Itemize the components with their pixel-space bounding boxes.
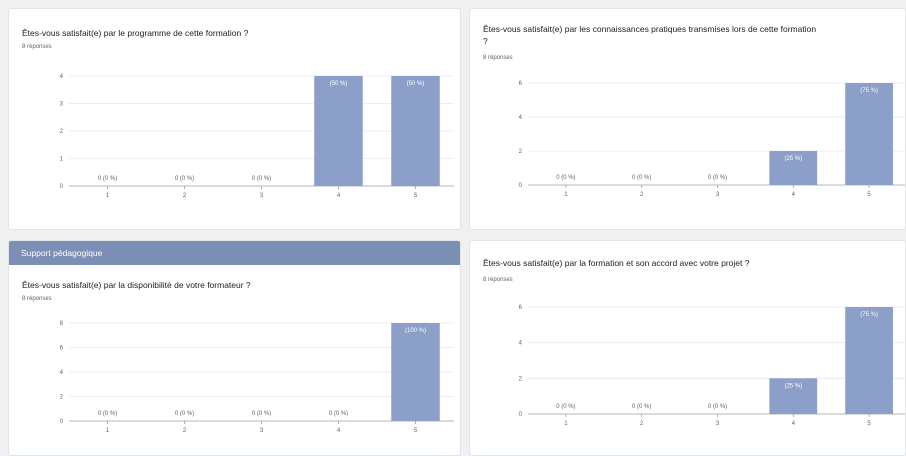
bar xyxy=(769,151,818,185)
bar-chart: 0 1 2 3 4 1 0 (0 %) 2 0 (0 %) 3 0 (0 %) 4 (50 %) 5 (50… xyxy=(60,74,454,199)
data-label: (25 %) xyxy=(784,383,802,389)
y-tick-label: 4 xyxy=(519,115,523,121)
x-tick-label: 5 xyxy=(867,192,871,198)
bar xyxy=(845,83,893,185)
y-tick-label: 6 xyxy=(60,346,64,352)
question-title: Êtes-vous satisfait(e) par la disponibil… xyxy=(22,280,251,290)
x-tick-label: 2 xyxy=(640,192,644,198)
data-label: 0 (0 %) xyxy=(175,176,194,182)
x-tick-label: 5 xyxy=(414,428,418,434)
bar xyxy=(845,307,893,414)
y-tick-label: 2 xyxy=(60,129,64,135)
data-label: (75 %) xyxy=(860,88,878,94)
chart-card-programme: Êtes-vous satisfait(e) par le programme … xyxy=(8,8,461,230)
x-tick-label: 1 xyxy=(564,192,568,198)
y-tick-label: 6 xyxy=(519,81,523,87)
x-tick-label: 1 xyxy=(564,421,568,427)
response-count: 8 réponses xyxy=(483,55,513,61)
question-title: Êtes-vous satisfait(e) par les connaissa… xyxy=(483,24,817,46)
x-tick-label: 3 xyxy=(716,192,720,198)
x-tick-label: 1 xyxy=(106,193,110,199)
bar xyxy=(391,76,440,186)
response-count: 8 réponses xyxy=(22,44,52,50)
bar-chart: 0 2 4 6 1 0 (0 %) 2 0 (0 %) 3 0 (0 %) 4 (25 %) 5 (75 … xyxy=(519,305,905,427)
x-tick-label: 4 xyxy=(337,428,341,434)
data-label: 0 (0 %) xyxy=(329,411,348,417)
y-tick-label: 1 xyxy=(60,157,64,163)
data-label: 0 (0 %) xyxy=(252,176,271,182)
data-label: 0 (0 %) xyxy=(632,175,651,181)
bar xyxy=(769,378,818,414)
y-tick-label: 2 xyxy=(60,395,64,401)
section-header: Support pédagogique xyxy=(9,241,460,265)
data-label: 0 (0 %) xyxy=(98,176,117,182)
response-count: 8 réponses xyxy=(483,277,513,283)
y-tick-label: 8 xyxy=(60,321,64,327)
y-tick-label: 0 xyxy=(519,183,523,189)
y-tick-label: 4 xyxy=(60,370,64,376)
x-tick-label: 4 xyxy=(337,193,341,199)
y-tick-label: 3 xyxy=(60,102,64,108)
data-label: 0 (0 %) xyxy=(708,175,727,181)
y-tick-label: 0 xyxy=(60,184,64,190)
x-tick-label: 1 xyxy=(106,428,110,434)
bar xyxy=(391,323,440,421)
data-label: 0 (0 %) xyxy=(556,175,575,181)
question-title: Êtes-vous satisfait(e) par le programme … xyxy=(22,28,249,38)
chart-card-connaissances: Êtes-vous satisfait(e) par les connaissa… xyxy=(469,8,906,230)
response-count: 8 réponses xyxy=(22,296,52,302)
x-tick-label: 3 xyxy=(716,421,720,427)
x-tick-label: 3 xyxy=(260,428,264,434)
data-label: 0 (0 %) xyxy=(556,404,575,410)
chart-card-projet: Êtes-vous satisfait(e) par la formation … xyxy=(469,240,906,456)
x-tick-label: 5 xyxy=(414,193,418,199)
y-tick-label: 6 xyxy=(519,305,523,311)
y-tick-label: 0 xyxy=(60,419,64,425)
data-label: 0 (0 %) xyxy=(708,404,727,410)
chart-card-disponibilite: Support pédagogique Êtes-vous satisfait(… xyxy=(8,240,461,456)
bar xyxy=(314,76,363,186)
x-tick-label: 4 xyxy=(792,421,796,427)
y-tick-label: 0 xyxy=(519,412,523,418)
y-tick-label: 2 xyxy=(519,376,523,382)
data-label: 0 (0 %) xyxy=(175,411,194,417)
data-label: (75 %) xyxy=(860,312,878,318)
data-label: (25 %) xyxy=(784,156,802,162)
x-tick-label: 2 xyxy=(183,193,187,199)
x-tick-label: 5 xyxy=(867,421,871,427)
x-tick-label: 2 xyxy=(183,428,187,434)
y-tick-label: 2 xyxy=(519,149,523,155)
data-label: (100 %) xyxy=(405,328,426,334)
data-label: 0 (0 %) xyxy=(98,411,117,417)
data-label: (50 %) xyxy=(330,81,348,87)
x-tick-label: 3 xyxy=(260,193,264,199)
question-title: Êtes-vous satisfait(e) par la formation … xyxy=(483,258,750,268)
data-label: 0 (0 %) xyxy=(252,411,271,417)
x-tick-label: 2 xyxy=(640,421,644,427)
x-tick-label: 4 xyxy=(792,192,796,198)
y-tick-label: 4 xyxy=(519,341,523,347)
y-tick-label: 4 xyxy=(60,74,64,80)
bar-chart: 0 2 4 6 1 0 (0 %) 2 0 (0 %) 3 0 (0 %) 4 (25 %) 5 (75 … xyxy=(519,81,905,198)
data-label: 0 (0 %) xyxy=(632,404,651,410)
data-label: (50 %) xyxy=(407,81,425,87)
